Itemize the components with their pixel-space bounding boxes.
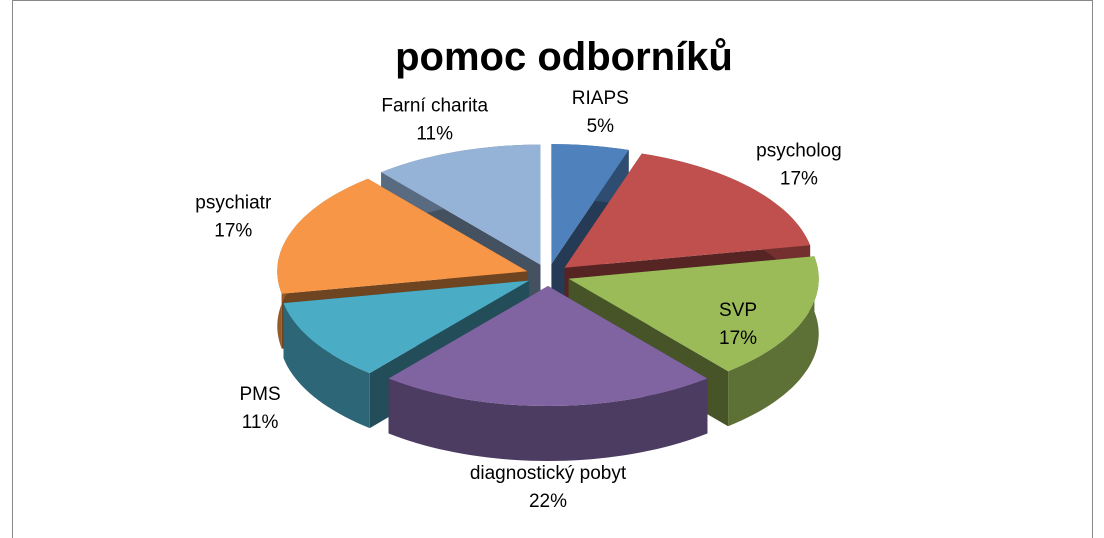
slice-top (283, 280, 530, 374)
data-label-value: 22% (529, 491, 567, 512)
data-label-name: Farní charita (381, 96, 488, 117)
chart-title: pomoc odborníků (395, 35, 733, 79)
data-label-value: 11% (416, 124, 453, 145)
slice-top (388, 286, 708, 406)
data-label-name: diagnostický pobyt (470, 463, 627, 484)
slice-side (283, 303, 370, 429)
slice-side (388, 378, 708, 461)
data-label-value: 17% (214, 220, 252, 241)
slice (388, 286, 708, 461)
data-label-name: RIAPS (572, 88, 629, 109)
data-label-value: 5% (587, 116, 615, 137)
data-label-name: PMS (239, 384, 280, 405)
slice-side (728, 256, 819, 427)
slice-top (551, 144, 629, 265)
slice-top (381, 144, 541, 265)
data-label-value: 17% (719, 328, 757, 349)
slice-top (277, 178, 528, 294)
slice-top (568, 256, 819, 372)
data-label-value: 11% (242, 412, 279, 433)
data-label-name: psychiatr (195, 192, 272, 213)
data-label-value: 17% (780, 169, 818, 190)
data-label-name: psycholog (756, 141, 842, 162)
slice-top (564, 153, 811, 268)
data-label-name: SVP (719, 300, 757, 321)
